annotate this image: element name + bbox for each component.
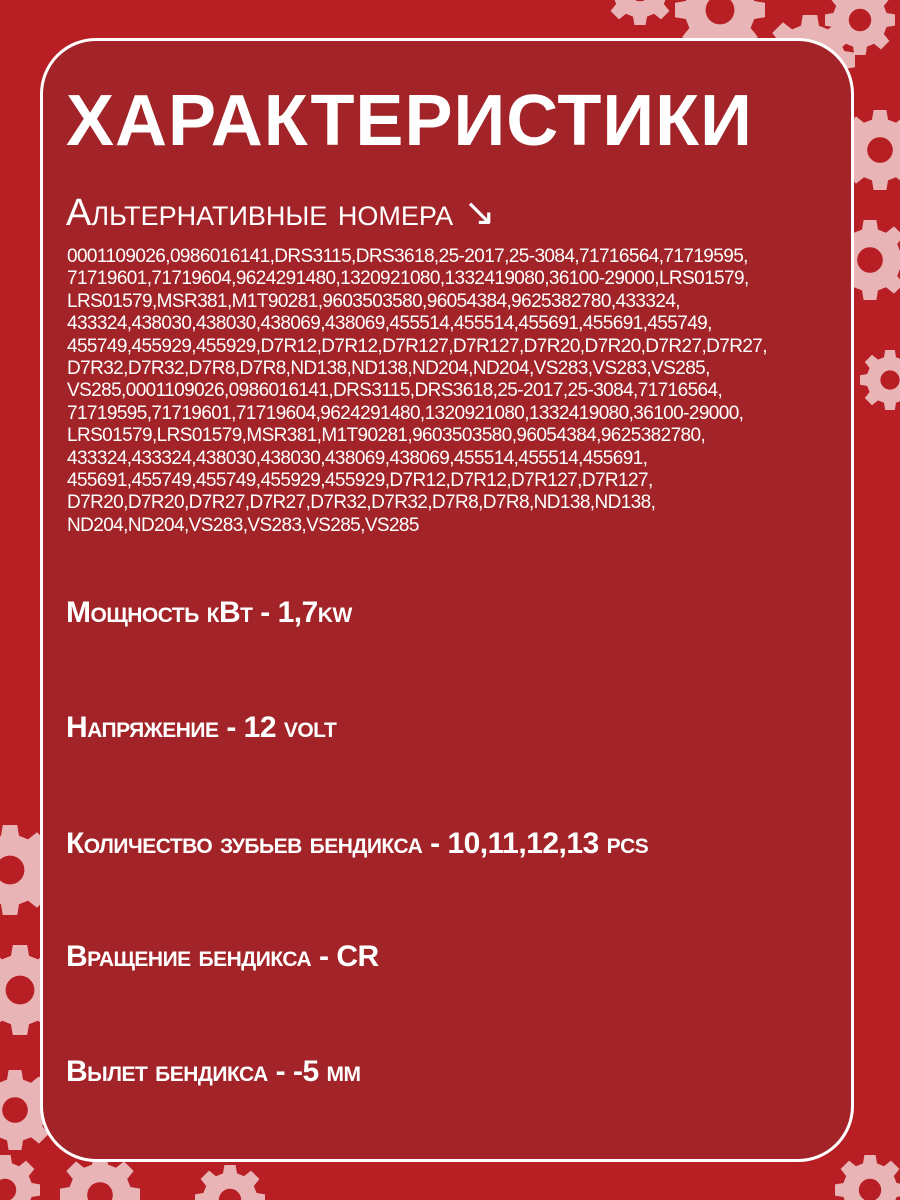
alternative-numbers-line: VS285,0001109026,0986016141,DRS3115,DRS3…: [67, 380, 723, 402]
alternative-numbers-line: ND204,ND204,VS283,VS283,VS285,VS285: [67, 514, 419, 536]
spec-teeth-count: Количество зубьев бендикса - 10,11,12,13…: [66, 827, 649, 860]
alternative-numbers-line: 455749,455929,455929,D7R12,D7R12,D7R127,…: [67, 335, 768, 357]
alternative-numbers-line: 433324,438030,438030,438069,438069,45551…: [67, 313, 712, 335]
alternative-numbers-line: 71719601,71719604,9624291480,1320921080,…: [67, 268, 749, 290]
spec-offset: Вылет бендикса - -5 мм: [66, 1055, 361, 1088]
spec-voltage: Напряжение - 12 volt: [66, 711, 337, 744]
alternative-numbers-list: 0001109026,0986016141,DRS3115,DRS3618,25…: [67, 246, 768, 537]
spec-rotation: Вращение бендикса - CR: [66, 940, 379, 973]
alternative-numbers-line: 455691,455749,455749,455929,455929,D7R12…: [67, 470, 653, 492]
alternative-numbers-line: LRS01579,LRS01579,MSR381,M1T90281,960350…: [67, 425, 706, 447]
alternative-numbers-line: 71719595,71719601,71719604,9624291480,13…: [67, 402, 744, 424]
alternative-numbers-line: LRS01579,MSR381,M1T90281,9603503580,9605…: [67, 290, 681, 312]
page-title: ХАРАКТЕРИСТИКИ: [66, 81, 753, 161]
gear-icon: [860, 350, 900, 410]
gear-icon: [605, 0, 675, 25]
gear-icon: [835, 1155, 900, 1200]
alternative-numbers-line: D7R32,D7R32,D7R8,D7R8,ND138,ND138,ND204,…: [67, 358, 710, 380]
alternative-numbers-line: D7R20,D7R20,D7R27,D7R27,D7R32,D7R32,D7R8…: [67, 492, 656, 514]
characteristics-card: [40, 38, 854, 1162]
gear-icon: [0, 1155, 40, 1200]
alternative-numbers-heading: Альтернативные номера ↘: [66, 192, 496, 234]
spec-power: Мощность кВт - 1,7kw: [66, 596, 352, 629]
gear-icon: [195, 1165, 265, 1200]
alternative-numbers-line: 0001109026,0986016141,DRS3115,DRS3618,25…: [67, 246, 748, 267]
alternative-numbers-line: 433324,433324,438030,438030,438069,43806…: [67, 447, 648, 469]
